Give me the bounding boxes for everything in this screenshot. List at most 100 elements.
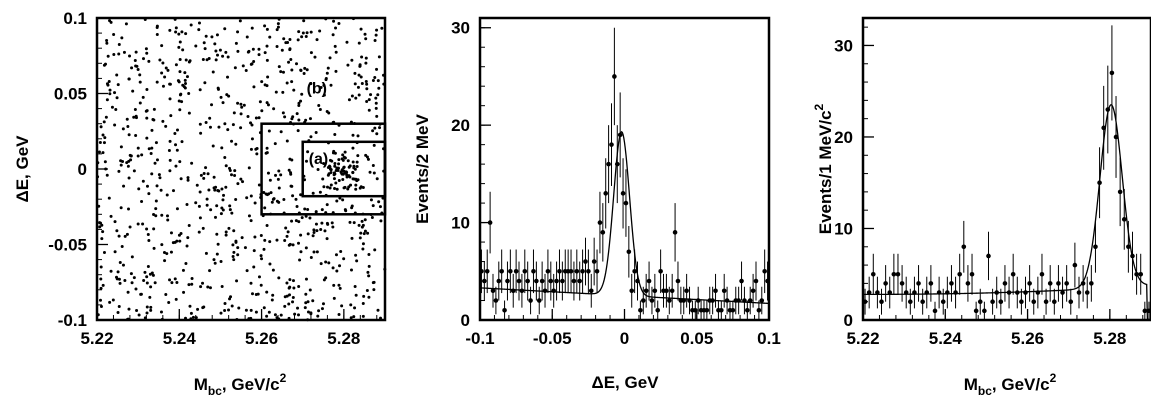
- event-point: [221, 198, 225, 202]
- event-point: [294, 219, 298, 223]
- event-point: [250, 26, 254, 30]
- event-point: [367, 98, 371, 102]
- event-point: [349, 316, 353, 320]
- data-point: [1002, 281, 1008, 286]
- event-point: [181, 268, 185, 272]
- signal-point: [345, 173, 349, 177]
- event-point: [168, 28, 172, 32]
- event-point: [98, 141, 102, 145]
- data-point: [908, 299, 913, 304]
- data-point: [721, 288, 727, 294]
- event-point: [134, 134, 138, 138]
- event-point: [134, 116, 138, 120]
- event-point: [331, 225, 335, 229]
- data-point: [1117, 189, 1123, 195]
- event-point: [281, 70, 285, 74]
- event-point: [279, 70, 283, 74]
- event-point: [274, 173, 278, 177]
- event-point: [124, 22, 128, 26]
- event-point: [312, 228, 316, 232]
- event-point: [186, 236, 190, 240]
- event-point: [296, 129, 300, 133]
- event-point: [225, 93, 229, 97]
- event-point: [111, 298, 115, 302]
- event-point: [224, 164, 228, 168]
- event-point: [373, 76, 377, 80]
- event-point: [299, 250, 303, 254]
- event-point: [280, 48, 284, 52]
- event-point: [277, 276, 281, 280]
- event-point: [136, 154, 140, 158]
- event-point: [161, 84, 165, 88]
- data-point: [490, 288, 496, 294]
- data-point: [586, 268, 591, 274]
- event-point: [221, 101, 225, 105]
- data-point: [1121, 217, 1127, 222]
- event-point: [228, 166, 232, 170]
- event-point: [344, 209, 348, 213]
- event-point: [374, 33, 378, 37]
- event-point: [145, 184, 149, 188]
- event-point: [138, 101, 142, 105]
- signal-point: [354, 177, 358, 181]
- event-point: [333, 187, 337, 191]
- event-point: [119, 145, 123, 149]
- event-point: [295, 62, 299, 66]
- event-point: [224, 233, 228, 237]
- event-point: [371, 204, 375, 208]
- event-point: [182, 85, 186, 89]
- event-point: [374, 101, 378, 105]
- event-point: [320, 307, 324, 311]
- event-point: [266, 75, 270, 79]
- event-point: [178, 40, 182, 44]
- event-point: [175, 128, 179, 132]
- event-point: [163, 75, 167, 79]
- event-point: [250, 137, 254, 141]
- event-point: [268, 35, 272, 39]
- event-point: [206, 285, 210, 289]
- event-point: [351, 133, 355, 137]
- event-point: [264, 192, 268, 196]
- event-point: [363, 32, 367, 36]
- event-point: [154, 214, 158, 218]
- event-point: [120, 36, 124, 40]
- event-point: [249, 308, 253, 312]
- event-point: [194, 201, 198, 205]
- data-point: [949, 281, 954, 286]
- event-point: [161, 119, 165, 123]
- event-point: [198, 216, 202, 220]
- event-point: [182, 290, 186, 294]
- event-point: [317, 309, 321, 313]
- event-point: [239, 126, 243, 130]
- event-point: [285, 234, 289, 238]
- event-point: [341, 198, 345, 202]
- event-point: [252, 60, 256, 64]
- y-tick-label: 0: [844, 311, 853, 330]
- signal-point: [331, 151, 335, 155]
- x-tick-label: 5.28: [327, 329, 360, 348]
- event-point: [260, 80, 264, 84]
- event-point: [132, 276, 136, 280]
- event-point: [164, 66, 168, 70]
- event-point: [167, 149, 171, 153]
- event-point: [360, 55, 364, 59]
- event-point: [373, 126, 377, 130]
- event-point: [104, 62, 108, 66]
- event-point: [253, 201, 257, 205]
- data-point: [739, 278, 744, 284]
- event-point: [365, 289, 369, 293]
- event-point: [178, 70, 182, 74]
- event-point: [211, 144, 215, 148]
- event-point: [178, 93, 182, 97]
- event-point: [205, 203, 209, 207]
- event-point: [365, 82, 369, 86]
- event-point: [324, 276, 328, 280]
- event-point: [262, 306, 266, 310]
- event-point: [292, 88, 296, 92]
- event-point: [268, 240, 272, 244]
- event-point: [308, 216, 312, 220]
- event-point: [174, 30, 178, 34]
- event-point: [267, 129, 271, 133]
- event-point: [185, 202, 189, 206]
- signal-point: [328, 165, 332, 169]
